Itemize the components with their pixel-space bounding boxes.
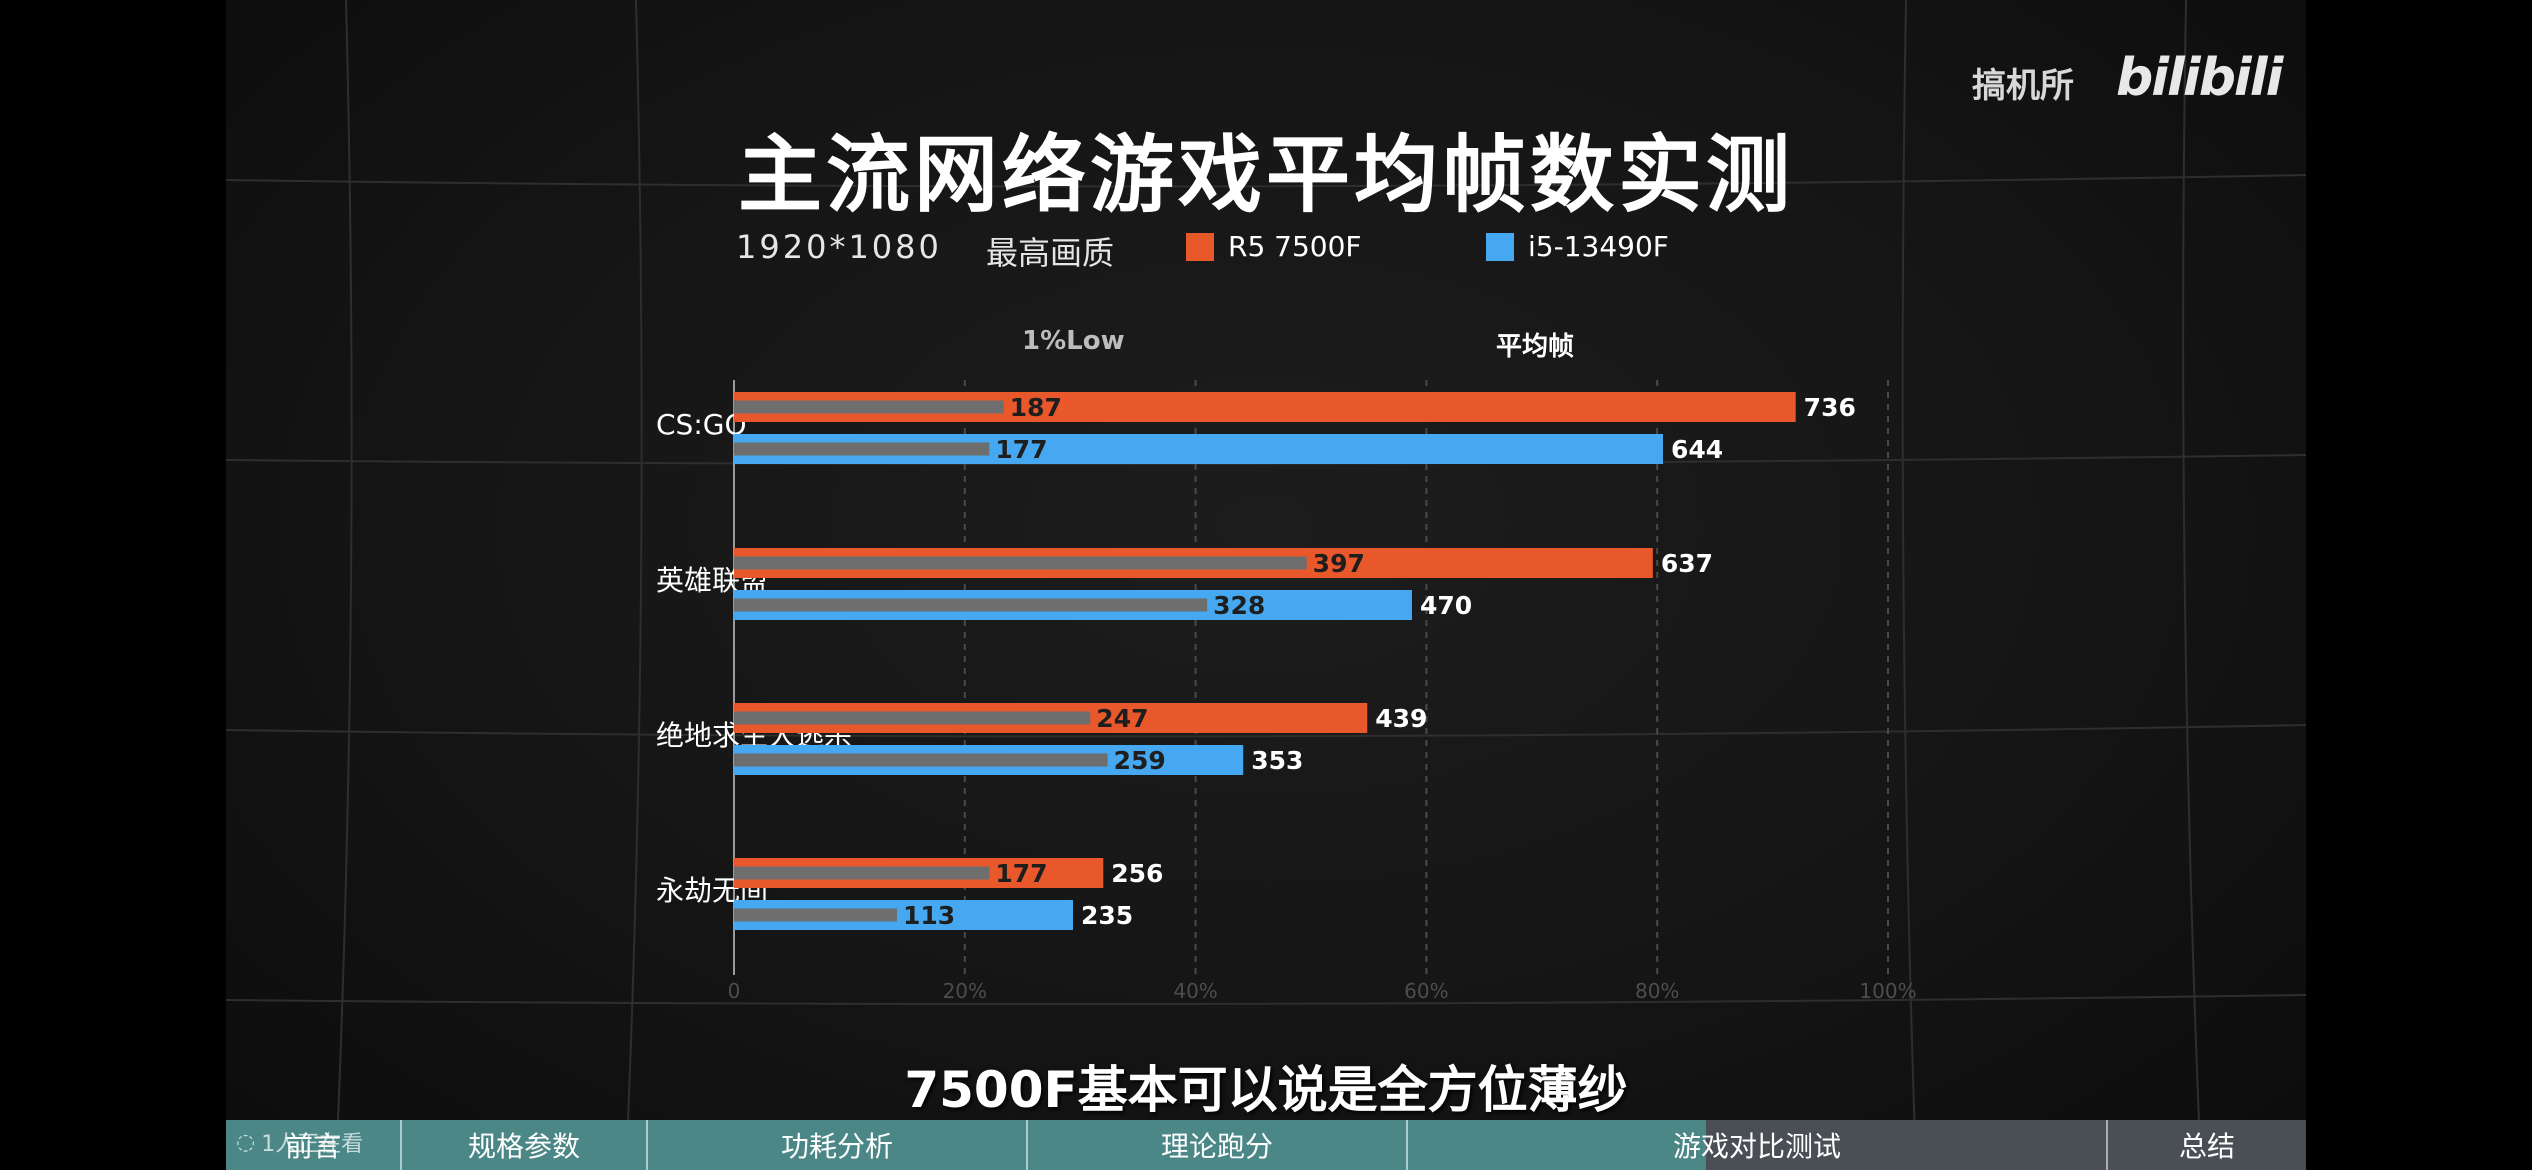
bar-avg-value: 637 — [1661, 549, 1713, 578]
x-tick-label: 100% — [1859, 979, 1916, 1003]
bar-low-value: 113 — [903, 901, 955, 930]
channel-logo-text: 搞机所 — [1972, 66, 2074, 106]
quality-label: 最高画质 — [986, 234, 1115, 272]
background-grid — [226, 0, 2306, 1170]
progress-unplayed — [1706, 1120, 2306, 1170]
bar-low-value: 259 — [1114, 746, 1166, 775]
bar-low — [734, 711, 1091, 725]
bar-low — [734, 908, 898, 922]
bar-avg-value: 736 — [1804, 393, 1856, 422]
bilibili-logo: bilibili — [2116, 48, 2283, 108]
x-tick-label: 0 — [728, 979, 741, 1003]
col-header-avg: 平均帧 — [1496, 332, 1575, 362]
chapter-power[interactable]: 功耗分析 — [648, 1120, 1028, 1170]
bar-low — [734, 556, 1307, 570]
chapter-nav-bar: 前言 规格参数 功耗分析 理论跑分 游戏对比测试 总结 — [226, 1120, 2306, 1170]
legend-i5: i5-13490F — [1486, 230, 1669, 263]
video-frame[interactable]: 搞机所 bilibili 主流网络游戏平均帧数实测 1920*1080 最高画质… — [226, 0, 2306, 1170]
chapter-summary[interactable]: 总结 — [2178, 1130, 2235, 1163]
x-tick-label: 20% — [943, 979, 987, 1003]
bar-avg-value: 353 — [1251, 746, 1303, 775]
legend-label-r5: R5 7500F — [1228, 230, 1362, 263]
bar-low-value: 328 — [1213, 591, 1265, 620]
bar-low-value: 177 — [995, 435, 1047, 464]
viewers-badge: ◌ 1人正在看 — [236, 1126, 363, 1158]
legend-r5: R5 7500F — [1186, 230, 1362, 263]
col-header-low: 1%Low — [1022, 326, 1125, 356]
chapter-game-test[interactable]: 游戏对比测试 — [1408, 1120, 2108, 1170]
bar-low — [734, 442, 990, 456]
chapter-benchmark[interactable]: 理论跑分 — [1028, 1120, 1408, 1170]
x-tick-label: 80% — [1635, 979, 1679, 1003]
bar-avg-value: 235 — [1081, 901, 1133, 930]
bar-low-value: 247 — [1096, 704, 1148, 733]
video-subtitle: 7500F基本可以说是全方位薄纱 — [904, 1061, 1628, 1119]
viewer-icon: ◌ — [236, 1129, 256, 1155]
bar-low — [734, 753, 1108, 767]
bar-low-value: 177 — [995, 859, 1047, 888]
legend-swatch-i5 — [1486, 232, 1514, 261]
bar-low-value: 397 — [1313, 549, 1365, 578]
legend-swatch-r5 — [1186, 232, 1214, 261]
bar-low-value: 187 — [1010, 393, 1062, 422]
chapter-specs[interactable]: 规格参数 — [402, 1120, 648, 1170]
bar-avg-value: 644 — [1671, 435, 1723, 464]
bar-avg-value: 439 — [1375, 704, 1427, 733]
bar-low — [734, 598, 1208, 612]
x-tick-label: 60% — [1404, 979, 1448, 1003]
chart-title: 主流网络游戏平均帧数实测 — [737, 126, 1794, 224]
bar-avg-value: 256 — [1111, 859, 1163, 888]
x-tick-label: 40% — [1173, 979, 1217, 1003]
legend-label-i5: i5-13490F — [1528, 230, 1669, 263]
bar-low — [734, 866, 990, 880]
bar-low — [734, 400, 1004, 414]
resolution-label: 1920*1080 — [736, 228, 942, 266]
category-label: CS:GO — [656, 408, 747, 441]
bar-avg-value: 470 — [1420, 591, 1472, 620]
viewer-count-label: 1人正在看 — [261, 1132, 364, 1157]
chapter-intro[interactable]: 前言 — [226, 1120, 402, 1170]
